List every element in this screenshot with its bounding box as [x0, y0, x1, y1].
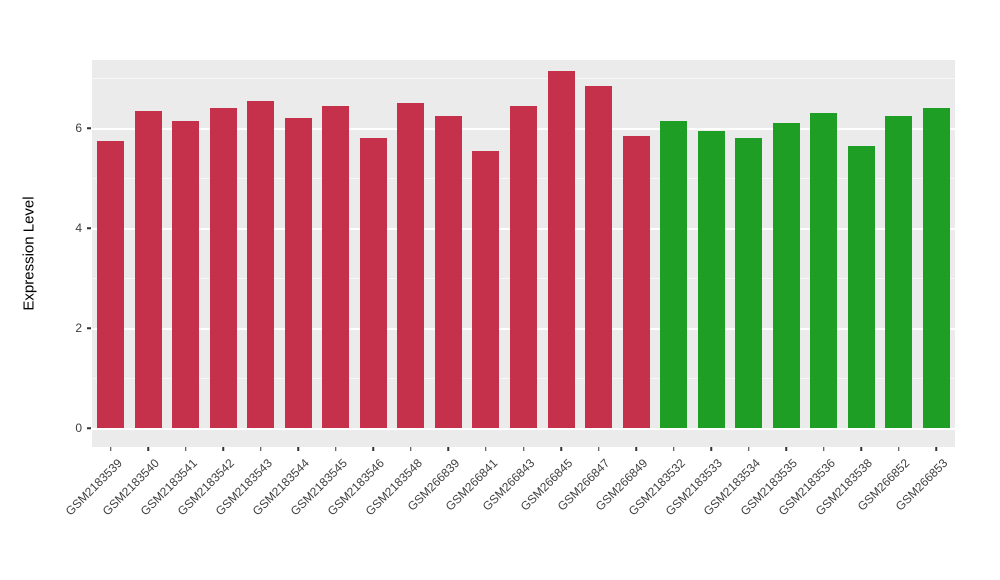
x-axis-tick: [147, 447, 150, 451]
bar: [660, 120, 688, 428]
x-axis-tick: [785, 447, 787, 451]
y-axis-title-box: Expression Level: [18, 60, 40, 447]
x-axis-tick: [710, 447, 712, 451]
bar: [547, 70, 575, 428]
bar: [209, 108, 237, 428]
minor-gridline: [92, 78, 955, 79]
plot-panel: [92, 60, 955, 447]
x-axis-tick: [185, 447, 187, 451]
x-axis-tick: [897, 447, 900, 451]
bar: [697, 130, 725, 428]
bar: [284, 118, 312, 428]
y-axis-title: Expression Level: [20, 196, 38, 311]
bar: [322, 105, 350, 428]
y-axis-tick: [87, 427, 91, 429]
bar: [434, 115, 462, 428]
bar: [735, 138, 763, 428]
bar: [772, 123, 800, 428]
bar: [134, 110, 162, 428]
x-axis-tick: [447, 447, 450, 451]
bar: [397, 103, 425, 428]
y-axis-tick: [87, 327, 91, 329]
bar: [359, 138, 387, 428]
x-axis-tick: [935, 447, 937, 451]
x-axis-tick: [635, 447, 637, 451]
x-axis-tick: [110, 447, 112, 451]
x-axis-tick: [672, 447, 675, 451]
y-axis-tick-label: 6: [75, 121, 82, 135]
y-axis-tick-label: 2: [75, 321, 82, 335]
bar: [847, 145, 875, 428]
major-gridline: [92, 428, 955, 430]
bar: [472, 150, 500, 428]
x-axis-tick: [335, 447, 337, 451]
x-axis-tick: [747, 447, 750, 451]
y-axis-tick-label: 4: [75, 221, 82, 235]
y-axis-tick-label: 0: [75, 421, 82, 435]
x-axis-tick: [372, 447, 375, 451]
bar: [885, 115, 913, 428]
y-axis-tick: [87, 127, 91, 129]
bar: [585, 85, 613, 428]
x-axis-tick: [297, 447, 300, 451]
bar: [622, 135, 650, 428]
x-axis-tick: [560, 447, 562, 451]
bar: [810, 113, 838, 428]
x-axis-tick: [485, 447, 487, 451]
x-axis-tick: [260, 447, 262, 451]
x-axis-tick: [597, 447, 600, 451]
x-axis-tick: [860, 447, 862, 451]
bar: [97, 140, 125, 428]
bar: [172, 120, 200, 428]
x-axis-tick: [522, 447, 525, 451]
x-axis-tick: [222, 447, 225, 451]
x-axis-tick: [410, 447, 412, 451]
bar: [922, 108, 950, 428]
bar: [509, 105, 537, 428]
bar: [247, 100, 275, 428]
y-axis-tick: [87, 227, 91, 229]
x-axis-tick: [822, 447, 825, 451]
